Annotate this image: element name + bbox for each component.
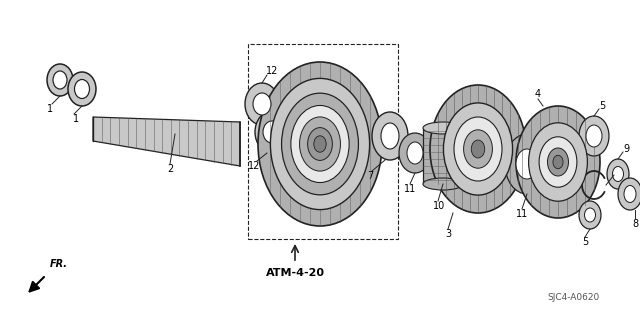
Ellipse shape — [529, 123, 588, 201]
Ellipse shape — [423, 178, 463, 190]
Text: 2: 2 — [167, 164, 173, 174]
Ellipse shape — [258, 62, 382, 226]
Ellipse shape — [516, 106, 600, 218]
Ellipse shape — [263, 121, 281, 143]
Ellipse shape — [444, 103, 513, 195]
Ellipse shape — [539, 137, 577, 187]
Ellipse shape — [430, 85, 526, 213]
Ellipse shape — [579, 116, 609, 156]
Ellipse shape — [553, 155, 563, 169]
Text: 5: 5 — [582, 237, 588, 247]
Ellipse shape — [579, 201, 601, 229]
Ellipse shape — [505, 134, 549, 194]
Ellipse shape — [471, 140, 484, 158]
Ellipse shape — [68, 72, 96, 106]
Ellipse shape — [454, 117, 502, 181]
Ellipse shape — [270, 78, 370, 210]
Text: 4: 4 — [535, 89, 541, 99]
Text: 12: 12 — [266, 66, 278, 76]
Ellipse shape — [547, 148, 568, 176]
Ellipse shape — [584, 208, 595, 222]
Text: 8: 8 — [632, 219, 638, 229]
Ellipse shape — [47, 64, 73, 96]
Ellipse shape — [300, 117, 340, 171]
Ellipse shape — [381, 123, 399, 149]
Text: 1: 1 — [73, 114, 79, 124]
Ellipse shape — [291, 106, 349, 182]
Ellipse shape — [74, 79, 90, 99]
Ellipse shape — [586, 125, 602, 147]
Text: 9: 9 — [623, 144, 629, 154]
Bar — [423, 128, 463, 184]
Text: 12: 12 — [248, 161, 260, 171]
Ellipse shape — [399, 133, 431, 173]
Text: 6: 6 — [615, 168, 621, 178]
Ellipse shape — [618, 178, 640, 210]
Ellipse shape — [423, 122, 463, 134]
Text: 5: 5 — [599, 101, 605, 111]
Ellipse shape — [282, 93, 358, 195]
Ellipse shape — [407, 142, 423, 164]
Ellipse shape — [253, 93, 271, 115]
Text: 1: 1 — [47, 104, 53, 114]
Text: FR.: FR. — [50, 259, 68, 269]
Ellipse shape — [463, 130, 492, 168]
Ellipse shape — [624, 186, 636, 203]
Ellipse shape — [53, 71, 67, 89]
Ellipse shape — [612, 167, 623, 182]
Ellipse shape — [308, 128, 332, 160]
Text: 7: 7 — [367, 171, 373, 181]
Text: SJC4-A0620: SJC4-A0620 — [548, 293, 600, 301]
Ellipse shape — [314, 136, 326, 152]
Text: 11: 11 — [404, 184, 416, 194]
Ellipse shape — [607, 159, 629, 189]
Text: 11: 11 — [516, 209, 528, 219]
Text: ATM-4-20: ATM-4-20 — [266, 268, 324, 278]
Ellipse shape — [245, 83, 279, 125]
Text: 10: 10 — [433, 201, 445, 211]
Ellipse shape — [255, 111, 289, 153]
Text: 3: 3 — [445, 229, 451, 239]
Polygon shape — [93, 117, 240, 166]
Ellipse shape — [516, 149, 538, 179]
Ellipse shape — [372, 112, 408, 160]
Bar — [248, 44, 398, 239]
